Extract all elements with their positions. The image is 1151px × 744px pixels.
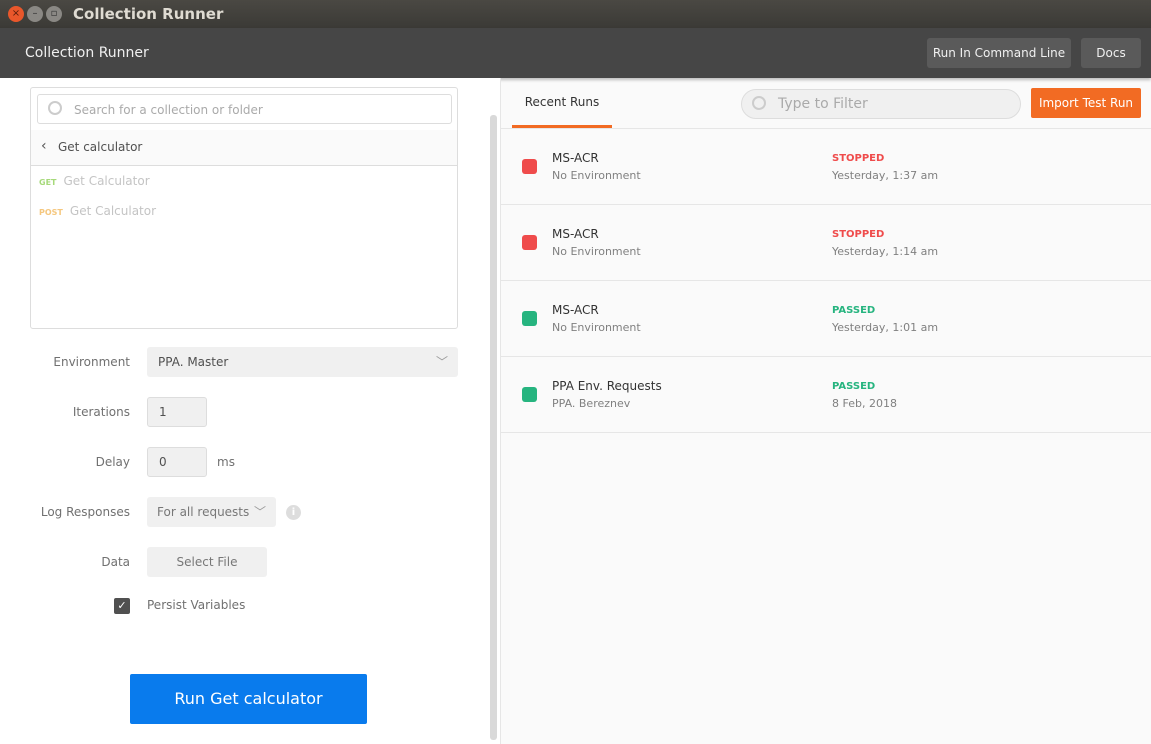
run-name: MS-ACR bbox=[552, 303, 599, 317]
log-responses-select[interactable]: For all requests ﹀ bbox=[147, 497, 276, 527]
window-title: Collection Runner bbox=[73, 5, 224, 23]
data-label: Data bbox=[101, 555, 130, 569]
status-badge: STOPPED bbox=[832, 229, 885, 240]
log-responses-value: For all requests bbox=[157, 505, 250, 519]
run-environment: No Environment bbox=[552, 321, 641, 334]
status-badge: STOPPED bbox=[832, 153, 885, 164]
search-placeholder: Search for a collection or folder bbox=[74, 103, 263, 117]
status-indicator bbox=[522, 311, 537, 326]
page-title: Collection Runner bbox=[25, 45, 149, 61]
delay-unit: ms bbox=[217, 455, 235, 469]
run-time: 8 Feb, 2018 bbox=[832, 397, 897, 410]
info-icon[interactable]: i bbox=[286, 505, 301, 520]
window-titlebar: × – ▫ Collection Runner bbox=[0, 0, 1151, 28]
status-indicator bbox=[522, 387, 537, 402]
window-maximize-button[interactable]: ▫ bbox=[46, 6, 62, 22]
run-name: MS-ACR bbox=[552, 151, 599, 165]
breadcrumb-label: Get calculator bbox=[58, 140, 143, 154]
tab-recent-runs[interactable]: Recent Runs bbox=[512, 78, 612, 128]
log-responses-label: Log Responses bbox=[40, 505, 130, 519]
run-name: PPA Env. Requests bbox=[552, 379, 662, 393]
left-scrollbar[interactable] bbox=[490, 115, 497, 740]
persist-variables-label: Persist Variables bbox=[147, 598, 246, 612]
run-name: MS-ACR bbox=[552, 227, 599, 241]
run-environment: PPA. Bereznev bbox=[552, 397, 631, 410]
environment-label: Environment bbox=[53, 355, 130, 369]
iterations-label: Iterations bbox=[72, 405, 130, 419]
request-name: Get Calculator bbox=[69, 204, 157, 218]
window-close-button[interactable]: × bbox=[8, 6, 24, 22]
run-row[interactable]: MS-ACR No Environment PASSED Yesterday, … bbox=[501, 281, 1151, 357]
import-test-run-button[interactable]: Import Test Run bbox=[1031, 88, 1141, 118]
tab-divider bbox=[501, 128, 1151, 129]
run-row[interactable]: PPA Env. Requests PPA. Bereznev PASSED 8… bbox=[501, 357, 1151, 433]
status-indicator bbox=[522, 159, 537, 174]
breadcrumb[interactable]: ‹ Get calculator bbox=[31, 130, 457, 166]
run-environment: No Environment bbox=[552, 245, 641, 258]
run-time: Yesterday, 1:37 am bbox=[832, 169, 939, 182]
request-item[interactable]: POST Get Calculator bbox=[39, 204, 156, 218]
search-icon bbox=[752, 96, 766, 110]
run-row[interactable]: MS-ACR No Environment STOPPED Yesterday,… bbox=[501, 205, 1151, 281]
run-environment: No Environment bbox=[552, 169, 641, 182]
status-badge: PASSED bbox=[832, 305, 876, 316]
chevron-down-icon: ﹀ bbox=[435, 355, 448, 369]
collection-picker: Search for a collection or folder ‹ Get … bbox=[30, 87, 458, 329]
run-in-command-line-button[interactable]: Run In Command Line bbox=[927, 38, 1071, 68]
request-item[interactable]: GET Get Calculator bbox=[39, 174, 150, 188]
search-icon bbox=[48, 101, 62, 115]
iterations-input[interactable]: 1 bbox=[147, 397, 207, 427]
select-file-button[interactable]: Select File bbox=[147, 547, 267, 577]
filter-input[interactable]: Type to Filter bbox=[741, 89, 1021, 119]
panel-divider bbox=[500, 78, 501, 744]
collection-search-input[interactable]: Search for a collection or folder bbox=[37, 94, 452, 124]
filter-placeholder: Type to Filter bbox=[778, 96, 868, 112]
run-row[interactable]: MS-ACR No Environment STOPPED Yesterday,… bbox=[501, 129, 1151, 205]
status-indicator bbox=[522, 235, 537, 250]
delay-input[interactable]: 0 bbox=[147, 447, 207, 477]
chevron-down-icon: ﹀ bbox=[253, 505, 266, 519]
status-badge: PASSED bbox=[832, 381, 876, 392]
method-badge: POST bbox=[39, 208, 63, 217]
docs-button[interactable]: Docs bbox=[1081, 38, 1141, 68]
run-time: Yesterday, 1:14 am bbox=[832, 245, 939, 258]
run-time: Yesterday, 1:01 am bbox=[832, 321, 939, 334]
window-minimize-button[interactable]: – bbox=[27, 6, 43, 22]
persist-variables-checkbox[interactable]: ✓ bbox=[114, 598, 130, 614]
delay-label: Delay bbox=[95, 455, 130, 469]
app-header: Collection Runner Run In Command Line Do… bbox=[0, 28, 1151, 78]
environment-select[interactable]: PPA. Master ﹀ bbox=[147, 347, 458, 377]
environment-value: PPA. Master bbox=[158, 355, 229, 369]
request-name: Get Calculator bbox=[63, 174, 150, 188]
chevron-left-icon[interactable]: ‹ bbox=[41, 138, 47, 154]
run-collection-button[interactable]: Run Get calculator bbox=[130, 674, 367, 724]
method-badge: GET bbox=[39, 178, 57, 187]
